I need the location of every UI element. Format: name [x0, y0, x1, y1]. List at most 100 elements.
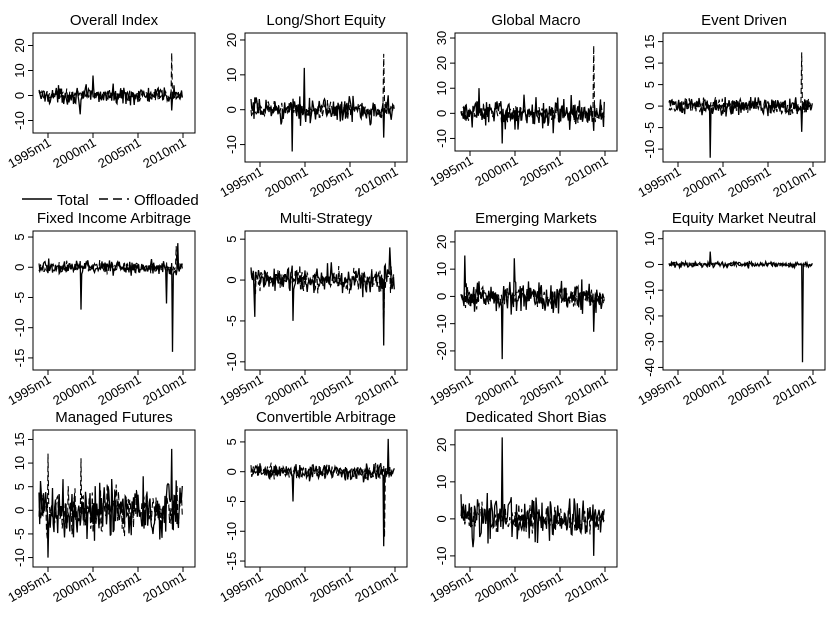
- y-tick-label: 0: [434, 110, 449, 117]
- y-tick-label: 10: [12, 63, 27, 77]
- legend: Total Offloaded: [22, 192, 199, 209]
- series-line-total-fixed-income-arbitrage: [38, 243, 183, 352]
- x-tick-label: 1995m1: [635, 164, 683, 200]
- x-tick-label: 2005m1: [307, 164, 355, 200]
- series-line-offloaded-long-short-equity: [250, 53, 395, 121]
- x-tick-label: 2000m1: [262, 372, 310, 408]
- panel-title-overall-index: Overall Index: [70, 12, 159, 29]
- y-tick-label: 10: [224, 68, 239, 82]
- y-tick-label: 10: [434, 81, 449, 95]
- series-line-offloaded-equity-market-neutral: [668, 259, 813, 269]
- x-tick-label: 2010m1: [770, 164, 818, 200]
- x-tick-label: 2005m1: [307, 569, 355, 605]
- x-tick-label: 2000m1: [680, 372, 728, 408]
- x-tick-label: 2005m1: [95, 135, 143, 171]
- y-tick-label: 5: [12, 233, 27, 240]
- y-tick-label: 20: [434, 438, 449, 452]
- x-tick-label: 1995m1: [217, 164, 265, 200]
- series-line-total-convertible-arbitrage: [250, 438, 395, 547]
- x-tick-label: 1995m1: [217, 372, 265, 408]
- y-tick-label: -15: [224, 552, 239, 571]
- y-tick-label: -20: [434, 342, 449, 361]
- panel-emerging-markets: Emerging Markets-20-10010201995m12000m12…: [427, 210, 618, 408]
- x-tick-label: 2005m1: [307, 372, 355, 408]
- series-line-total-dedicated-short-bias: [460, 437, 605, 556]
- panel-title-fixed-income-arbitrage: Fixed Income Arbitrage: [37, 210, 191, 227]
- x-tick-label: 2010m1: [562, 569, 610, 605]
- y-tick-label: 15: [12, 432, 27, 446]
- y-tick-label: -10: [434, 546, 449, 565]
- panel-title-managed-futures: Managed Futures: [55, 409, 173, 426]
- x-tick-label: 2010m1: [770, 372, 818, 408]
- panel-title-emerging-markets: Emerging Markets: [475, 210, 597, 227]
- x-tick-label: 2005m1: [517, 153, 565, 189]
- x-tick-label: 1995m1: [427, 153, 475, 189]
- y-tick-label: 30: [434, 31, 449, 45]
- y-tick-label: 0: [434, 293, 449, 300]
- series-line-offloaded-global-macro: [460, 45, 605, 123]
- x-tick-label: 2000m1: [262, 569, 310, 605]
- plot-frame-fixed-income-arbitrage: [32, 230, 196, 371]
- series-line-total-managed-futures: [38, 448, 183, 558]
- y-tick-label: 10: [434, 262, 449, 276]
- y-tick-label: -10: [224, 135, 239, 154]
- panel-multi-strategy: Multi-Strategy -10 -5 0 5 1995m12000m12005m12…: [217, 210, 408, 408]
- y-tick-label: -5: [12, 292, 27, 304]
- x-tick-label: 2005m1: [725, 164, 773, 200]
- series-line-total-emerging-markets: [460, 255, 605, 360]
- plot-frame-equity-market-neutral: [662, 230, 826, 371]
- plot-frame-dedicated-short-bias: [454, 429, 618, 568]
- panel-dedicated-short-bias: Dedicated Short Bias -10 0 10 20 1995m12000m1…: [427, 409, 618, 605]
- y-tick-label: -40: [642, 358, 657, 377]
- x-tick-label: 2010m1: [140, 569, 188, 605]
- panel-global-macro: Global Macro -10 0 10 20 30 1995m12000m12005m1…: [427, 12, 618, 189]
- plot-frame-multi-strategy: [244, 230, 408, 371]
- y-tick-label: 20: [434, 235, 449, 249]
- series-line-offloaded-dedicated-short-bias: [460, 501, 605, 535]
- y-tick-label: -5: [12, 528, 27, 540]
- x-tick-label: 1995m1: [5, 569, 53, 605]
- x-tick-label: 2010m1: [562, 153, 610, 189]
- y-tick-label: 0: [12, 264, 27, 271]
- series-line-offloaded-convertible-arbitrage: [250, 462, 395, 538]
- series-line-total-multi-strategy: [250, 247, 395, 346]
- x-tick-label: 2005m1: [95, 372, 143, 408]
- series-line-offloaded-event-driven: [668, 52, 813, 115]
- legend-total-label: Total: [57, 192, 89, 209]
- legend-offloaded-label: Offloaded: [134, 192, 199, 209]
- y-tick-label: -30: [642, 332, 657, 351]
- plot-frame-emerging-markets: [454, 230, 618, 371]
- y-tick-label: -5: [642, 122, 657, 134]
- y-tick-label: -15: [12, 349, 27, 368]
- y-tick-label: -10: [224, 352, 239, 371]
- panels-group: Overall Index-10010201995m12000m12005m12…: [5, 12, 826, 605]
- y-tick-label: -10: [642, 281, 657, 300]
- panel-long-short-equity: Long/Short Equity -10 0 10 20 1995m12000m1200…: [217, 12, 408, 200]
- y-tick-label: 0: [224, 106, 239, 113]
- plot-frame-managed-futures: [32, 429, 196, 568]
- series-line-total-long-short-equity: [250, 67, 395, 152]
- x-tick-label: 2010m1: [562, 372, 610, 408]
- series-line-offloaded-overall-index: [38, 52, 183, 102]
- panel-title-global-macro: Global Macro: [491, 12, 580, 29]
- y-tick-label: 20: [434, 56, 449, 70]
- plot-frame-convertible-arbitrage: [244, 429, 408, 568]
- x-tick-label: 2005m1: [517, 372, 565, 408]
- x-tick-label: 2010m1: [140, 135, 188, 171]
- y-tick-label: -10: [434, 314, 449, 333]
- y-tick-label: 5: [224, 438, 239, 445]
- x-tick-label: 2010m1: [352, 372, 400, 408]
- x-tick-label: 2000m1: [50, 135, 98, 171]
- plot-frame-overall-index: [32, 32, 196, 134]
- y-tick-label: -10: [642, 140, 657, 159]
- x-tick-label: 2000m1: [472, 372, 520, 408]
- x-tick-label: 2005m1: [95, 569, 143, 605]
- y-tick-label: 15: [642, 34, 657, 48]
- series-line-offloaded-managed-futures: [38, 453, 183, 539]
- panel-title-long-short-equity: Long/Short Equity: [266, 12, 386, 29]
- x-tick-label: 2005m1: [725, 372, 773, 408]
- y-tick-label: 10: [12, 456, 27, 470]
- y-tick-label: -10: [12, 548, 27, 567]
- series-line-total-overall-index: [38, 75, 183, 115]
- x-tick-label: 2000m1: [472, 153, 520, 189]
